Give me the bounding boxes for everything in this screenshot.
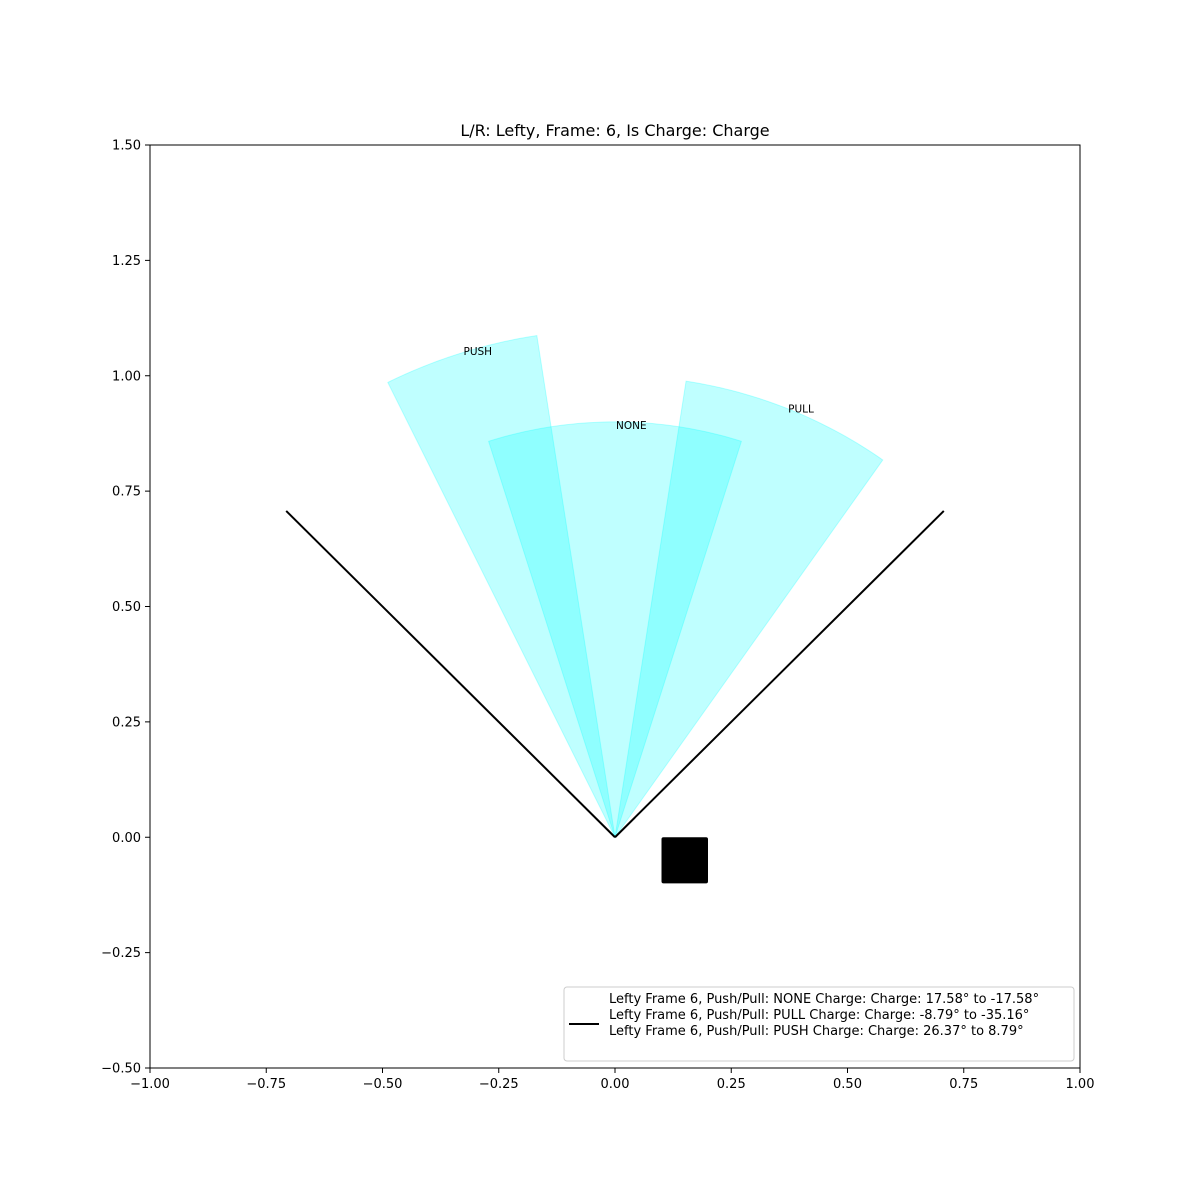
- x-tick-label: −0.50: [363, 1077, 403, 1092]
- x-tick-label: 1.00: [1066, 1077, 1095, 1092]
- wedge-label-push: PUSH: [464, 346, 493, 358]
- x-tick-label: 0.75: [949, 1077, 978, 1092]
- wedge-label-none: NONE: [616, 420, 647, 432]
- y-tick-label: 0.75: [112, 485, 141, 500]
- wedges: [387, 334, 884, 839]
- y-tick-label: 0.50: [112, 600, 141, 615]
- wedge-pull: [614, 380, 884, 838]
- chart-title: L/R: Lefty, Frame: 6, Is Charge: Charge: [460, 121, 769, 140]
- x-tick-label: 0.25: [717, 1077, 746, 1092]
- x-tick-label: −0.25: [479, 1077, 519, 1092]
- legend-entry-pull: Lefty Frame 6, Push/Pull: PULL Charge: C…: [609, 1008, 1029, 1023]
- square-marker: [661, 837, 708, 884]
- y-tick-label: 1.25: [112, 254, 141, 269]
- boundary-line-45: [285, 510, 616, 838]
- marker-layer: [661, 837, 708, 884]
- wedge-none: [487, 421, 743, 839]
- y-tick-label: −0.25: [101, 946, 141, 961]
- legend-entry-push: Lefty Frame 6, Push/Pull: PUSH Charge: C…: [609, 1024, 1024, 1039]
- y-tick-label: 0.00: [112, 831, 141, 846]
- y-axis-ticks: −0.50 −0.25 0.00 0.25 0.50 0.75 1.00 1.25 1.50: [101, 139, 150, 1077]
- wedge-labels: NONE PULL PUSH: [464, 346, 814, 432]
- x-tick-label: −0.75: [246, 1077, 286, 1092]
- x-tick-label: −1.00: [130, 1077, 170, 1092]
- legend-entry-none: Lefty Frame 6, Push/Pull: NONE Charge: C…: [609, 992, 1039, 1007]
- legend-box: [563, 986, 1075, 1062]
- y-tick-label: 0.25: [112, 715, 141, 730]
- wedge-push: [387, 334, 616, 838]
- y-tick-label: 1.50: [112, 139, 141, 154]
- x-tick-label: 0.00: [601, 1077, 630, 1092]
- x-axis-ticks: −1.00 −0.75 −0.50 −0.25 0.00 0.25 0.50 0.75 1.00: [130, 1068, 1094, 1092]
- plot-background: [150, 145, 1080, 1068]
- wedge-label-pull: PULL: [788, 404, 814, 416]
- y-tick-label: 1.00: [112, 369, 141, 384]
- y-tick-label: −0.50: [101, 1062, 141, 1077]
- boundary-lines: [285, 510, 945, 838]
- x-tick-label: 0.50: [833, 1077, 862, 1092]
- boundary-line--45: [614, 510, 945, 838]
- plot-area: [150, 145, 1080, 1068]
- legend: Lefty Frame 6, Push/Pull: NONE Charge: C…: [563, 986, 1075, 1062]
